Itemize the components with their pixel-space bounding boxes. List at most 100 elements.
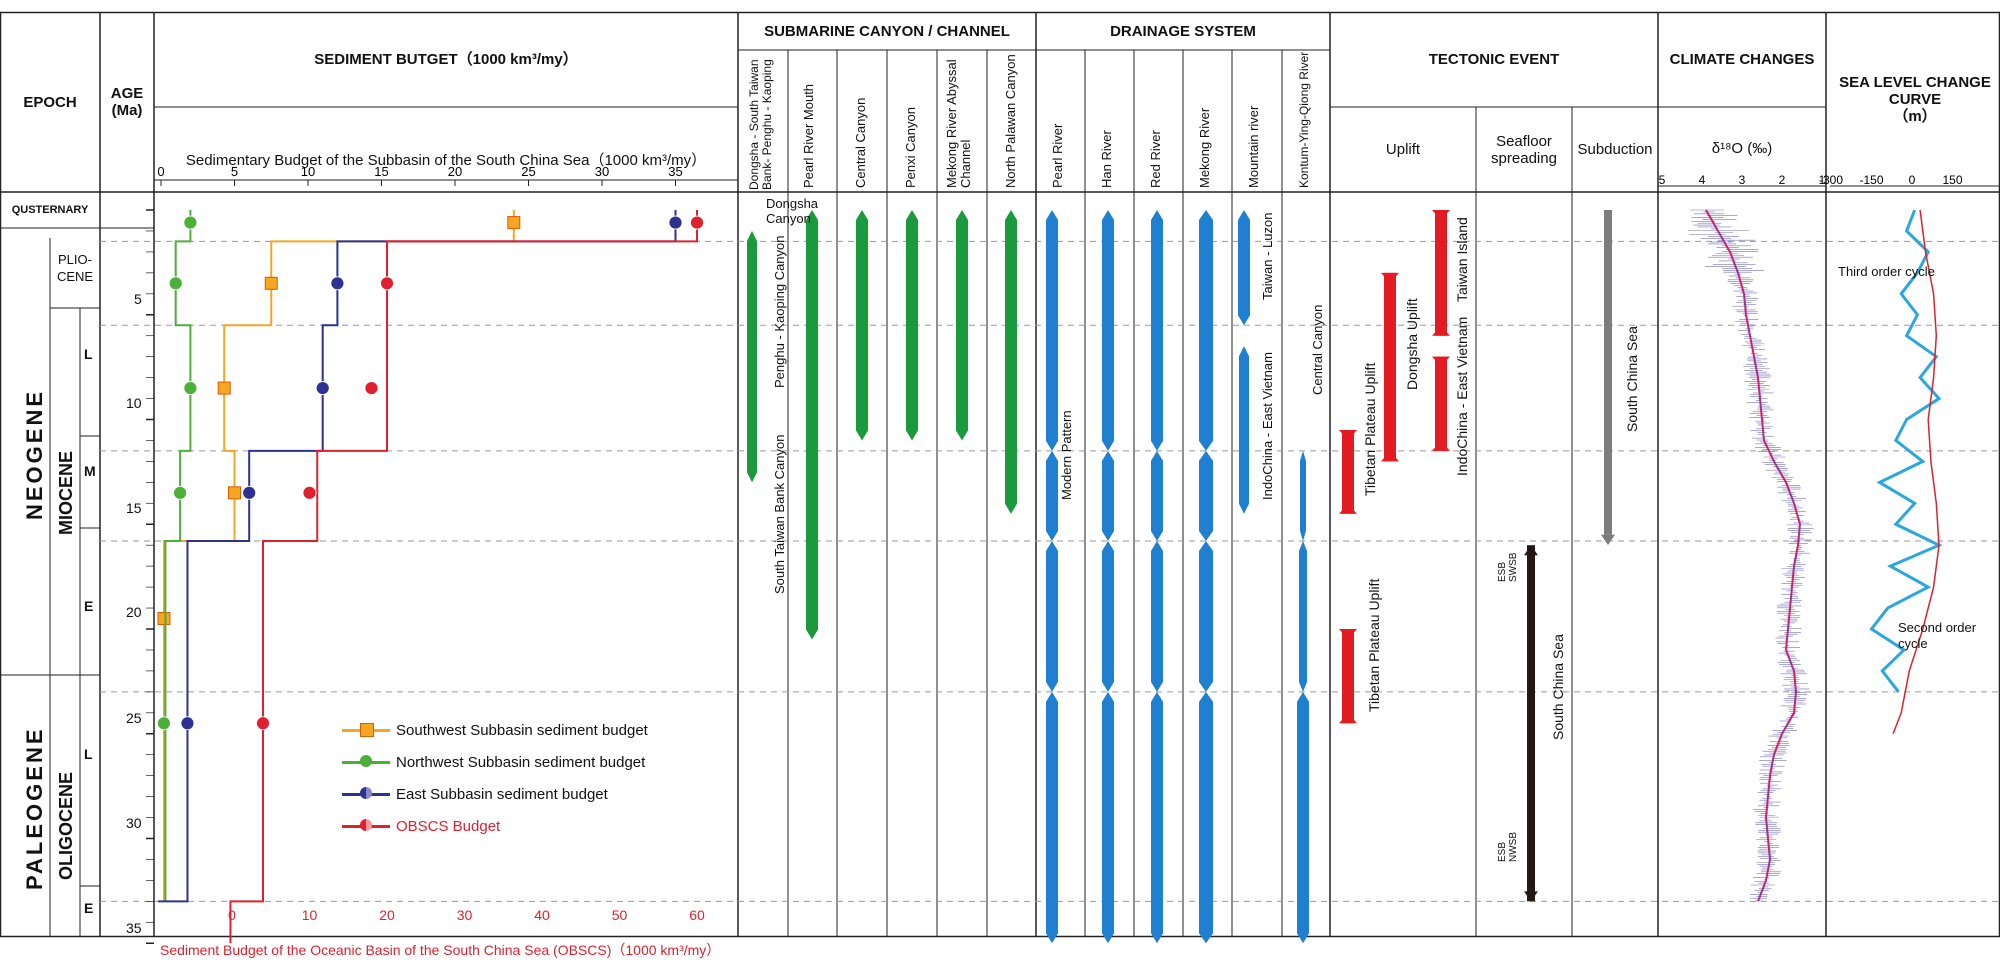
drainage-bar-mountain-2 (1239, 346, 1249, 514)
subbasin-axis-title: Sedimentary Budget of the Subbasin of th… (185, 151, 707, 169)
obscs-tick-label: 40 (534, 907, 550, 923)
subbasin-tick-label: 25 (521, 164, 535, 179)
age-tick: 10 (126, 395, 142, 411)
drainage-bar-mekong (1199, 691, 1213, 944)
sub-late-miocene: L (84, 346, 93, 362)
drainage-col-mekong: Mekong River (1197, 107, 1212, 188)
drainage-bar-mekong (1199, 210, 1213, 451)
budget-marker-sw (264, 276, 278, 290)
sea-level-header-unit: （m） (1893, 107, 1937, 125)
drainage-col-kontum: Kontum-Ying-Qiong River (1297, 51, 1311, 188)
subbasin-tick-label: 30 (595, 164, 609, 179)
legend-sw-marker (360, 723, 374, 737)
legend-obscs-line (342, 819, 390, 831)
epoch-quaternary: QUSTERNARY (11, 203, 89, 216)
budget-marker-e (242, 485, 257, 500)
uplift-bar-taiwan-cap-top (1432, 210, 1450, 220)
drainage-col-han: Han River (1099, 130, 1114, 188)
d18o-tick-label: 4 (1699, 173, 1706, 187)
budget-line-obscs (229, 210, 698, 944)
drainage-bar-mountain-1 (1238, 210, 1250, 326)
sea-level-header-label: SEA LEVEL CHANGE CURVE (1839, 73, 1991, 108)
taiwan-island-label: Taiwan Island (1454, 217, 1470, 302)
drainage-bar-han (1102, 541, 1114, 692)
drainage-col-red: Red River (1148, 130, 1163, 188)
budget-marker-nw (157, 716, 171, 731)
budget-marker-obscs (256, 716, 270, 731)
age-header: AGE (Ma) (100, 12, 154, 192)
subbasin-tick-label: 20 (448, 164, 462, 179)
age-tick: 30 (126, 815, 142, 831)
sub-late-oligocene: L (84, 746, 93, 762)
uplift-bar-tibet-1-cap-bottom (1339, 503, 1357, 514)
legend-sw-label: Southwest Subbasin sediment budget (396, 722, 648, 739)
subduction-bar (1604, 210, 1612, 535)
d18o-subheader: δ¹⁸O (‰) (1711, 139, 1773, 157)
sea-tick-label: 150 (1942, 173, 1962, 187)
esb-nwsb-label: ESB NWSB (1497, 832, 1519, 862)
dongsha-canyon-label: Dongsha Canyon (766, 196, 819, 226)
sediment-budget-header: SEDIMENT BUTGET（1000 km³/my） (314, 51, 578, 68)
climate-header: CLIMATE CHANGES (1669, 51, 1815, 68)
age-tick: 20 (126, 604, 142, 620)
drainage-bar-pearl (1046, 541, 1058, 692)
drainage-bar-han (1102, 691, 1114, 944)
subbasin-tick-label: 5 (231, 164, 238, 179)
modern-pattern-label: Modern Pattern (1059, 410, 1074, 500)
obscs-tick-label: 60 (689, 907, 705, 923)
budget-marker-obscs (690, 215, 704, 230)
sea-tick-label: 0 (1909, 173, 1916, 187)
scs-subduction-label: South China Sea (1624, 326, 1640, 432)
legend-nw: Northwest Subbasin sediment budget (342, 754, 645, 771)
obscs-tick-label: 30 (457, 907, 473, 923)
budget-marker-obscs (364, 381, 379, 395)
budget-marker-e (330, 276, 345, 291)
legend-sw: Southwest Subbasin sediment budget (342, 722, 648, 739)
d18o-tick-label: 2 (1779, 173, 1786, 187)
d18o-tick-label: 5 (1659, 173, 1666, 187)
canyon-bar-mekong (956, 210, 968, 441)
legend-e-line (342, 787, 390, 799)
legend-e-label: East Subbasin sediment budget (396, 786, 608, 803)
uplift-bar-tibet-1 (1342, 429, 1354, 514)
drainage-bar-mekong (1199, 450, 1213, 542)
uplift-bar-dongsha-cap-bottom (1381, 451, 1399, 462)
budget-marker-e (668, 215, 683, 230)
tectonic-header: TECTONIC EVENT (1428, 51, 1560, 68)
second-order-label: Second order cycle (1898, 620, 1977, 651)
epoch-neogene: NEOGENE (22, 388, 47, 520)
budget-marker-nw (183, 215, 198, 230)
canyon-header: SUBMARINE CANYON / CHANNEL (764, 22, 1010, 40)
legend-nw-marker (360, 755, 372, 767)
uplift-bar-tibet-2 (1342, 629, 1354, 724)
drainage-header: DRAINAGE SYSTEM (1110, 22, 1256, 40)
legend-obscs-marker (360, 819, 372, 831)
canyon-col-dongsha: Dongsha - South Taiwan Bank- Penghu - Ka… (747, 59, 774, 190)
sea-tick-label: -300 (1819, 173, 1843, 187)
age-tick: 5 (134, 291, 142, 307)
sub-middle-miocene: M (84, 463, 96, 479)
drainage-bar-pearl (1046, 450, 1058, 542)
indochina-tect-label: IndoChina - East Vietnam (1454, 316, 1470, 476)
esb-swsb-label: ESB SWSB (1497, 552, 1519, 582)
taiwan-luzon-label: Taiwan - Luzon (1260, 212, 1275, 300)
drainage-bar-pearl (1046, 691, 1058, 944)
legend-sw-line (342, 723, 390, 737)
legend-nw-line (342, 755, 390, 767)
canyon-col-penxi: Penxi Canyon (903, 107, 918, 188)
epoch-paleogene: PALEOGENE (22, 726, 47, 890)
drainage-bar-kontum-3 (1297, 691, 1309, 944)
age-tick: 35 (126, 920, 142, 936)
drainage-col-mountain: Mountain river (1246, 105, 1261, 188)
obscs-axis-title: Sediment Budget of the Oceanic Basin of … (160, 941, 721, 958)
spreading-arrow-bottom (1524, 891, 1538, 902)
budget-marker-obscs (302, 485, 317, 500)
uplift-bar-indochina (1435, 356, 1447, 451)
legend-obscs-label: OBSCS Budget (396, 818, 501, 835)
subbasin-tick-label: 15 (374, 164, 388, 179)
canyon-bar-palawan (1005, 210, 1017, 514)
subbasin-tick-label: 35 (668, 164, 682, 179)
drainage-bar-kontum-2 (1299, 541, 1307, 692)
sea-level-second-order (1892, 209, 1940, 735)
